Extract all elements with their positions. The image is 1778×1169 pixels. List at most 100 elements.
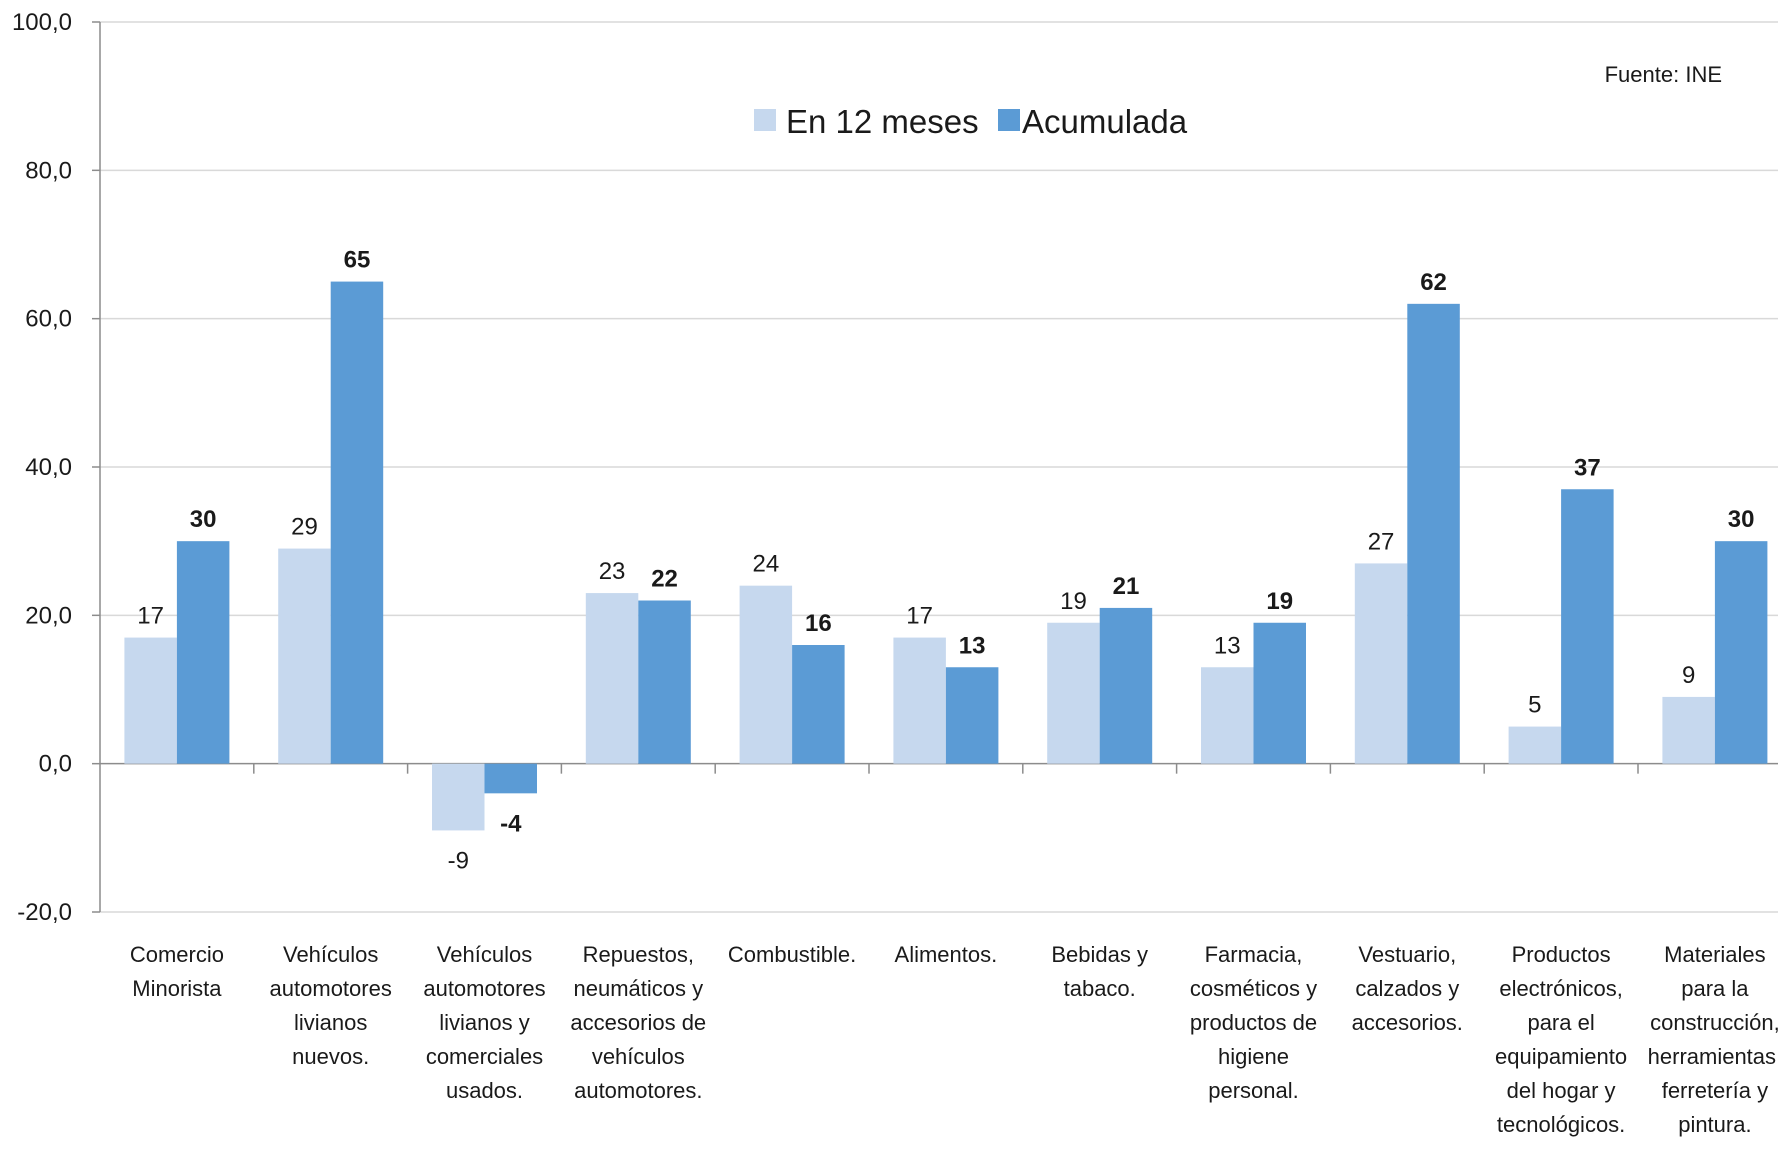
legend-swatch-en-12-meses (754, 109, 776, 131)
bar-acumulada (330, 281, 384, 764)
value-label-acumulada: 22 (651, 566, 678, 593)
value-label-en-12-meses: 24 (752, 551, 779, 578)
bar-acumulada (638, 600, 691, 764)
value-label-en-12-meses: 17 (906, 603, 933, 630)
value-label-acumulada: 65 (344, 247, 371, 274)
category-label-line: Vehículos (437, 942, 532, 967)
value-label-en-12-meses: 27 (1368, 528, 1395, 555)
category-label-line: accesorios. (1352, 1010, 1463, 1035)
category-label-line: pintura. (1678, 1112, 1751, 1137)
category-label-line: productos de (1190, 1010, 1317, 1035)
value-label-acumulada: 30 (1728, 506, 1755, 533)
category-label-line: Vehículos (283, 942, 378, 967)
value-labels: 17 30 29 65 -9 -4 23 22 24 16 17 13 19 21 13 19 27 62 5 37 9… (137, 247, 1754, 875)
value-label-en-12-meses: 17 (137, 603, 164, 630)
category-label-line: Alimentos. (895, 942, 998, 967)
bar-en-12-meses (1201, 667, 1254, 764)
category-label-line: automotores. (574, 1078, 702, 1103)
y-tick-label: 100,0 (12, 9, 72, 36)
category-label-line: herramientas, (1648, 1044, 1778, 1069)
category-label-line: construcción, (1650, 1010, 1778, 1035)
value-label-en-12-meses: 5 (1528, 692, 1541, 719)
legend-label-acumulada: Acumulada (1022, 103, 1188, 140)
y-tick-label: 80,0 (25, 157, 72, 184)
bar-en-12-meses (1508, 726, 1562, 764)
bar-acumulada (792, 645, 845, 764)
value-label-en-12-meses: 19 (1060, 588, 1087, 615)
bar-en-12-meses (893, 637, 946, 764)
category-labels: Comercio Minorista Vehículos automotores liv… (130, 942, 1778, 1137)
bar-en-12-meses (739, 585, 793, 764)
value-label-acumulada: 16 (805, 610, 832, 637)
bar-acumulada (1253, 622, 1306, 764)
value-label-acumulada: 13 (959, 632, 986, 659)
y-tick-label: -20,0 (17, 899, 72, 926)
category-label: Bebidas y tabaco. (1051, 942, 1148, 1001)
category-label-line: vehículos (592, 1044, 685, 1069)
legend: En 12 meses Acumulada (754, 103, 1188, 140)
category-label-line: Combustible. (728, 942, 856, 967)
category-label-line: comerciales (426, 1044, 543, 1069)
value-label-acumulada: 21 (1113, 573, 1140, 600)
category-label-line: neumáticos y (573, 976, 703, 1001)
category-label-line: higiene (1218, 1044, 1289, 1069)
value-label-acumulada: 62 (1420, 269, 1447, 296)
value-label-acumulada: 19 (1266, 588, 1293, 615)
category-label-line: usados. (446, 1078, 523, 1103)
category-label: Productos electrónicos, para el equipamient… (1495, 942, 1627, 1137)
bar-en-12-meses (124, 637, 177, 764)
category-label-line: calzados y (1355, 976, 1459, 1001)
category-label-line: para el (1527, 1010, 1594, 1035)
category-label-line: livianos (294, 1010, 367, 1035)
category-label: Materiales para la construcción, herramient… (1648, 942, 1778, 1137)
y-tick-label: 20,0 (25, 602, 72, 629)
category-label: Alimentos. (895, 942, 998, 967)
value-label-en-12-meses: 9 (1682, 662, 1695, 689)
value-label-en-12-meses: -9 (448, 847, 469, 874)
bar-en-12-meses (585, 593, 639, 764)
value-label-acumulada: 30 (190, 506, 217, 533)
bars (124, 281, 1768, 831)
category-label-line: Comercio (130, 942, 224, 967)
category-label: Vestuario, calzados y accesorios. (1352, 942, 1463, 1035)
category-label-line: Farmacia, (1205, 942, 1303, 967)
category-label-line: ferretería y (1662, 1078, 1768, 1103)
y-tick-label: 40,0 (25, 454, 72, 481)
bar-acumulada (1561, 489, 1614, 764)
category-label-line: personal. (1208, 1078, 1299, 1103)
bar-en-12-meses (1047, 622, 1100, 764)
category-label-line: nuevos. (292, 1044, 369, 1069)
value-label-acumulada: -4 (500, 810, 522, 837)
category-label-line: Minorista (132, 976, 222, 1001)
axes: -20,0 0,0 20,0 40,0 60,0 80,0 100,0 (12, 9, 1778, 926)
category-label: Repuestos, neumáticos y accesorios de vehíc… (570, 942, 706, 1103)
bar-en-12-meses (1662, 696, 1715, 764)
y-tick-label: 60,0 (25, 306, 72, 333)
bar-acumulada (484, 763, 537, 794)
y-tick-label: 0,0 (39, 751, 72, 778)
bar-acumulada (1407, 303, 1460, 764)
category-label: Comercio Minorista (130, 942, 224, 1001)
bar-acumulada (945, 667, 999, 764)
category-label-line: del hogar y (1507, 1078, 1616, 1103)
legend-swatch-acumulada (998, 109, 1020, 131)
bar-acumulada (1714, 541, 1768, 764)
category-label-line: tecnológicos. (1497, 1112, 1625, 1137)
value-label-en-12-meses: 29 (291, 514, 318, 541)
category-label-line: Materiales (1664, 942, 1765, 967)
category-label-line: Bebidas y (1051, 942, 1148, 967)
bar-acumulada (1099, 607, 1153, 764)
legend-label-en-12-meses: En 12 meses (786, 103, 979, 140)
value-label-en-12-meses: 13 (1214, 632, 1241, 659)
bar-en-12-meses (432, 763, 485, 831)
category-label-line: cosméticos y (1190, 976, 1317, 1001)
category-label-line: para la (1681, 976, 1749, 1001)
category-label: Combustible. (728, 942, 856, 967)
category-label-line: Repuestos, (583, 942, 694, 967)
category-label-line: accesorios de (570, 1010, 706, 1035)
category-label-line: automotores (423, 976, 545, 1001)
category-label-line: livianos y (439, 1010, 529, 1035)
bar-acumulada (176, 541, 230, 764)
category-label-line: Vestuario, (1358, 942, 1456, 967)
